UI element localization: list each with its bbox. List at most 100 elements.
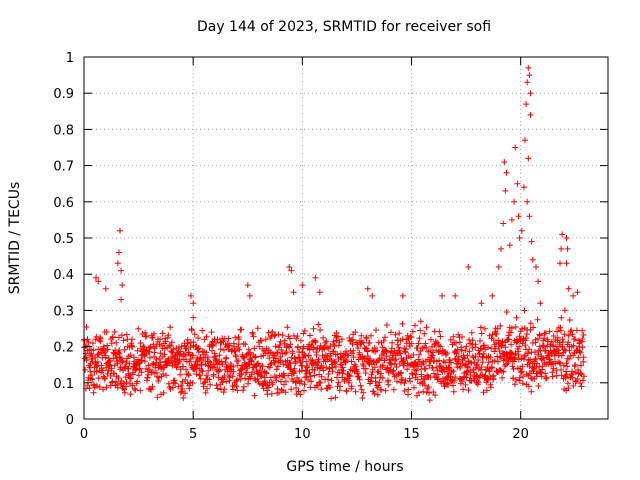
- axis-ticks: 0 5 10 15 20 0 0.1 0.2 0.3 0.4 0.5 0.6 0.7 0.8 0.9 1: [53, 51, 608, 442]
- data-point: [120, 337, 127, 344]
- chart-title: Day 144 of 2023, SRMTID for receiver sof…: [197, 19, 491, 35]
- data-point: [362, 365, 369, 372]
- data-point: [395, 349, 402, 356]
- data-point: [417, 327, 424, 334]
- data-point: [115, 374, 122, 381]
- data-point: [403, 346, 409, 353]
- data-point: [396, 347, 403, 354]
- data-point: [502, 344, 509, 351]
- data-point: [299, 282, 306, 289]
- data-point: [570, 292, 577, 299]
- data-point: [277, 357, 284, 364]
- data-point: [374, 347, 381, 354]
- data-point: [475, 379, 482, 385]
- data-point: [558, 352, 565, 359]
- data-point: [475, 357, 482, 363]
- data-point: [190, 314, 197, 321]
- data-point: [108, 365, 115, 372]
- data-point: [288, 267, 295, 274]
- data-point: [216, 352, 223, 359]
- data-point: [557, 360, 564, 367]
- data-point: [175, 359, 182, 365]
- data-point: [160, 371, 167, 377]
- data-point: [353, 368, 360, 375]
- data-point: [188, 327, 195, 334]
- data-point: [536, 363, 543, 370]
- data-point: [103, 329, 110, 335]
- data-point: [462, 347, 469, 354]
- x-tick-label: 0: [80, 427, 88, 442]
- data-point: [95, 375, 102, 382]
- data-point: [534, 335, 541, 342]
- data-point: [570, 352, 577, 359]
- data-point: [223, 354, 230, 361]
- data-point: [356, 349, 363, 356]
- y-tick-label: 0.3: [53, 304, 74, 319]
- data-point: [364, 285, 371, 292]
- x-tick-label: 15: [403, 427, 420, 442]
- data-point: [147, 354, 153, 361]
- data-point: [249, 369, 256, 376]
- data-point: [558, 245, 565, 252]
- data-point: [259, 363, 266, 370]
- data-point: [292, 379, 299, 386]
- data-point: [217, 346, 224, 353]
- data-point: [421, 376, 428, 383]
- data-point: [329, 368, 336, 375]
- data-point: [200, 383, 207, 390]
- data-point: [99, 367, 106, 374]
- data-point: [232, 348, 239, 355]
- data-point: [82, 366, 89, 373]
- data-point: [416, 351, 423, 358]
- data-point: [154, 394, 161, 401]
- data-point: [111, 350, 118, 357]
- data-point: [392, 356, 399, 363]
- data-point: [111, 328, 118, 335]
- data-point: [305, 352, 312, 359]
- data-point: [317, 380, 324, 386]
- data-point: [240, 387, 247, 394]
- data-point: [123, 331, 130, 338]
- data-point: [146, 348, 153, 355]
- data-point: [578, 362, 584, 369]
- data-point: [378, 386, 385, 393]
- data-point: [478, 300, 485, 307]
- data-point: [382, 387, 389, 394]
- data-point: [93, 274, 99, 281]
- data-point: [579, 377, 586, 384]
- data-point: [331, 360, 338, 367]
- data-point: [423, 324, 430, 331]
- data-point: [509, 363, 516, 370]
- data-point: [310, 344, 317, 351]
- data-point: [527, 111, 534, 118]
- data-point: [233, 383, 240, 390]
- data-point: [340, 367, 347, 374]
- data-point: [275, 363, 281, 370]
- data-point: [439, 292, 446, 299]
- data-point: [138, 357, 145, 364]
- data-point: [562, 375, 569, 382]
- data-point: [581, 373, 587, 380]
- data-point: [508, 341, 515, 348]
- data-point: [123, 383, 129, 390]
- data-point: [183, 345, 190, 352]
- y-tick-label: 1: [66, 51, 74, 66]
- data-point: [505, 336, 512, 343]
- data-point: [323, 364, 330, 371]
- data-point: [385, 381, 392, 388]
- data-point: [422, 382, 429, 389]
- data-point: [519, 363, 526, 370]
- data-point: [171, 353, 178, 360]
- data-point: [393, 364, 400, 370]
- data-point: [404, 366, 411, 373]
- data-point: [289, 350, 296, 357]
- data-point: [269, 381, 276, 388]
- data-point: [464, 363, 471, 370]
- data-point: [167, 324, 174, 331]
- data-point: [484, 344, 491, 351]
- y-tick-label: 0.2: [53, 341, 74, 356]
- data-point: [546, 356, 553, 363]
- data-point: [501, 363, 508, 369]
- data-point: [298, 337, 304, 344]
- data-point: [522, 137, 528, 144]
